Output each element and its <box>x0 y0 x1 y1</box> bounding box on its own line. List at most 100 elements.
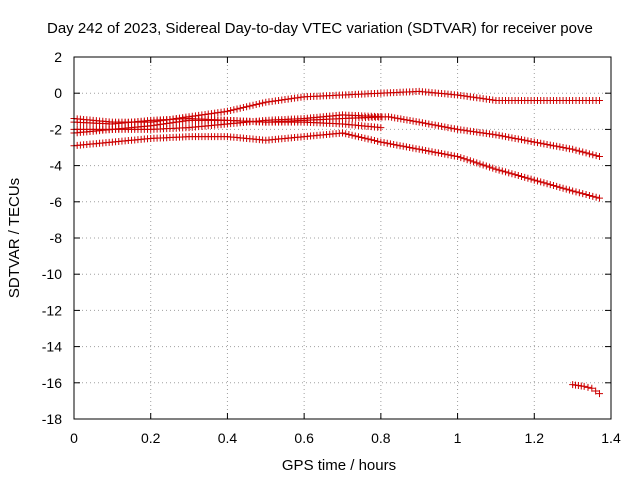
data-point <box>569 145 577 153</box>
data-point <box>508 170 516 178</box>
data-point <box>380 139 388 147</box>
data-point <box>422 147 430 155</box>
data-point <box>351 132 359 140</box>
data-point <box>409 144 417 152</box>
data-point <box>524 137 532 145</box>
data-point <box>246 102 254 110</box>
data-point <box>415 118 423 126</box>
data-point <box>572 146 580 154</box>
data-point <box>559 144 567 151</box>
data-point <box>486 163 494 171</box>
data-point <box>422 119 430 127</box>
series-arc-3 <box>70 87 603 126</box>
y-tick-label: -18 <box>42 411 62 427</box>
data-point <box>406 117 414 125</box>
data-point <box>460 155 468 163</box>
data-point <box>543 140 551 148</box>
data-point <box>431 121 439 129</box>
data-point <box>425 147 433 155</box>
data-point <box>377 124 385 132</box>
data-point <box>521 136 529 144</box>
y-tick-label: -8 <box>50 230 63 246</box>
data-point <box>399 142 407 150</box>
data-point <box>537 178 545 186</box>
y-tick-label: -16 <box>42 375 62 391</box>
data-point <box>521 173 529 181</box>
data-point <box>508 134 516 142</box>
data-point <box>391 114 399 122</box>
data-point <box>524 174 532 182</box>
data-point <box>348 131 356 139</box>
data-point <box>518 136 525 144</box>
data-point <box>492 165 500 173</box>
data-point <box>434 149 442 157</box>
data-point <box>595 194 603 202</box>
data-point <box>259 99 267 107</box>
data-point <box>569 187 577 195</box>
data-point <box>361 134 369 142</box>
data-point <box>428 148 436 156</box>
data-point <box>572 188 580 196</box>
data-point <box>543 180 551 188</box>
data-point <box>394 114 402 122</box>
data-point <box>579 190 587 198</box>
data-point <box>585 150 593 158</box>
data-point <box>227 107 235 115</box>
data-point <box>492 131 500 139</box>
data-point <box>575 189 583 197</box>
data-point <box>595 96 603 104</box>
data-point <box>390 140 398 148</box>
labels-layer: Day 242 of 2023, Sidereal Day-to-day VTE… <box>6 20 593 474</box>
plot-frame <box>73 56 612 420</box>
data-point <box>431 148 439 156</box>
data-point <box>383 139 391 147</box>
data-point <box>236 104 244 112</box>
data-point <box>406 144 414 151</box>
data-point <box>243 103 251 111</box>
data-point <box>444 124 452 132</box>
data-point <box>585 191 593 199</box>
data-point <box>533 139 541 147</box>
x-tick-label: 0.8 <box>371 430 391 446</box>
ticks-layer: 0 0.2 0.4 0.6 0.8 1 1.2 1.4 2 0 -2 -4 -6 -8 -10 -12 -14 -… <box>42 49 621 446</box>
y-tick-label: -4 <box>50 158 63 174</box>
series-arc-4 <box>70 129 603 202</box>
data-point <box>540 179 548 187</box>
data-point <box>582 149 590 157</box>
data-point <box>342 130 350 138</box>
data-point <box>495 166 503 174</box>
data-point <box>527 175 535 183</box>
data-point <box>252 101 260 109</box>
data-point <box>482 162 490 170</box>
data-point <box>476 160 484 168</box>
data-point <box>502 168 510 176</box>
data-point <box>514 135 522 143</box>
data-point <box>530 176 538 184</box>
data-point <box>374 137 382 145</box>
data-point <box>589 192 597 200</box>
data-point <box>441 150 449 158</box>
y-tick-label: 0 <box>54 85 62 101</box>
data-point <box>339 129 346 137</box>
x-tick-label: 0 <box>70 430 78 446</box>
data-point <box>393 141 401 149</box>
data-point <box>239 104 247 112</box>
data-point <box>364 135 372 143</box>
data-point <box>553 142 561 150</box>
data-point <box>549 142 557 150</box>
data-point <box>230 106 238 114</box>
series-arc-6 <box>569 381 603 398</box>
data-point <box>386 140 394 148</box>
data-point <box>409 117 417 125</box>
data-point <box>438 150 446 158</box>
x-tick-label: 0.4 <box>218 430 238 446</box>
data-point <box>415 145 423 153</box>
data-point <box>565 145 573 153</box>
y-tick-label: -2 <box>50 121 63 137</box>
data-point <box>466 157 474 165</box>
y-tick-label: -6 <box>50 194 63 210</box>
data-point <box>438 122 446 130</box>
data-point <box>592 387 600 395</box>
data-point <box>370 137 378 145</box>
